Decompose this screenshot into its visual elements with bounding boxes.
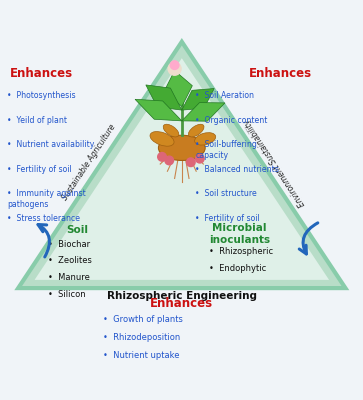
Ellipse shape: [158, 135, 205, 160]
Polygon shape: [146, 85, 182, 110]
Text: Microbial
inoculants: Microbial inoculants: [209, 223, 270, 245]
Circle shape: [187, 158, 195, 166]
Text: •  Yeild of plant: • Yeild of plant: [7, 116, 68, 125]
Text: Rhizospheric Engineering: Rhizospheric Engineering: [107, 291, 257, 301]
Circle shape: [158, 152, 166, 161]
Text: •  Organic content: • Organic content: [195, 116, 268, 125]
Polygon shape: [182, 88, 214, 110]
Text: Enhances: Enhances: [249, 67, 312, 80]
Text: •  Photosynthesis: • Photosynthesis: [7, 91, 76, 100]
Polygon shape: [135, 99, 182, 121]
Text: •  Manure: • Manure: [48, 273, 90, 282]
Ellipse shape: [163, 124, 179, 137]
Text: Enhances: Enhances: [10, 67, 73, 80]
Text: •  Soil structure: • Soil structure: [195, 189, 257, 198]
Ellipse shape: [188, 124, 204, 137]
Circle shape: [195, 154, 204, 163]
Circle shape: [170, 61, 179, 70]
Text: •  Rhizodeposition: • Rhizodeposition: [103, 333, 180, 342]
Text: •  Fertility of soil: • Fertility of soil: [195, 214, 260, 223]
Text: Environment Sustainability: Environment Sustainability: [242, 117, 307, 208]
FancyArrowPatch shape: [38, 224, 49, 257]
Text: Soil: Soil: [66, 225, 89, 235]
Text: •  Nutrient uptake: • Nutrient uptake: [103, 351, 179, 360]
Text: •  Endophytic: • Endophytic: [209, 264, 266, 273]
Text: •  Fertility of soil: • Fertility of soil: [7, 165, 72, 174]
Circle shape: [168, 62, 181, 75]
Text: Sustainable Agriculture: Sustainable Agriculture: [61, 123, 118, 202]
Ellipse shape: [150, 132, 174, 146]
FancyArrowPatch shape: [299, 223, 318, 254]
Text: •  Rhizospheric: • Rhizospheric: [209, 248, 273, 256]
Text: •  Silicon: • Silicon: [48, 290, 86, 299]
Text: •  Nutrient availability: • Nutrient availability: [7, 140, 95, 149]
Circle shape: [165, 156, 174, 165]
Polygon shape: [164, 70, 192, 106]
Polygon shape: [18, 42, 346, 288]
Text: •  Stress tolerance: • Stress tolerance: [7, 214, 80, 223]
Text: •  Balanced nutrients: • Balanced nutrients: [195, 165, 280, 174]
Text: •  Soil Aeration: • Soil Aeration: [195, 91, 254, 100]
Text: •  Biochar: • Biochar: [48, 240, 90, 248]
Text: •  Growth of plants: • Growth of plants: [103, 315, 183, 324]
Text: Enhances: Enhances: [150, 297, 213, 310]
Ellipse shape: [195, 133, 216, 145]
Polygon shape: [34, 58, 329, 280]
Text: •  Immunity against
pathogens: • Immunity against pathogens: [7, 189, 86, 209]
Text: •  Zeolites: • Zeolites: [48, 256, 92, 266]
Text: •  Soil-buffering
capacity: • Soil-buffering capacity: [195, 140, 257, 160]
Polygon shape: [182, 103, 225, 121]
